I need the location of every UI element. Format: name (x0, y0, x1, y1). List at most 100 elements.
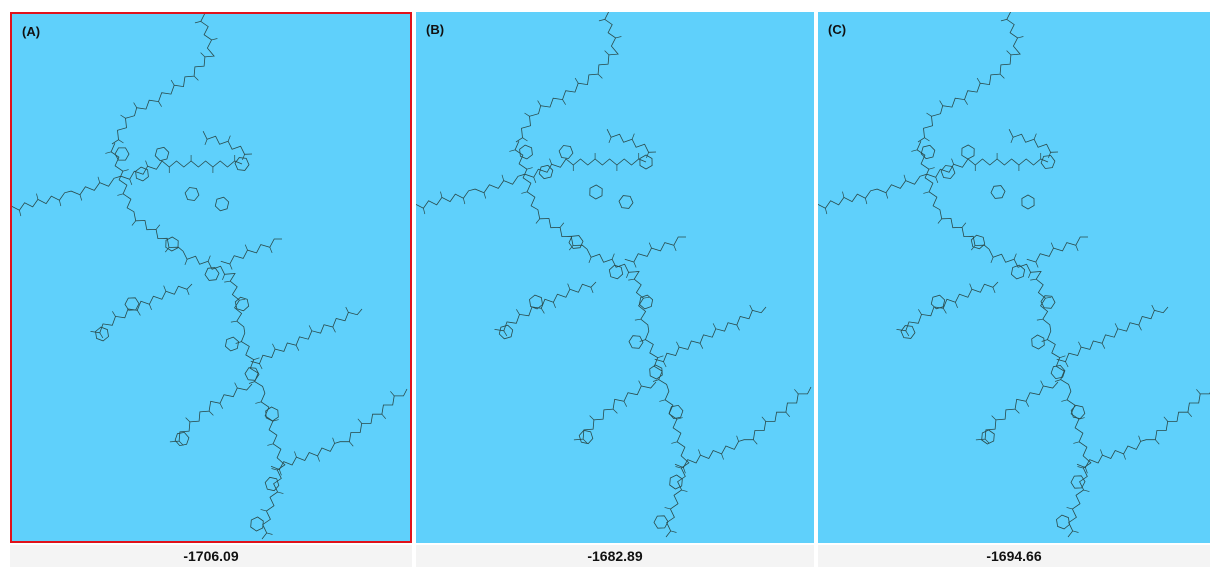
bond-chain (186, 418, 190, 422)
bond-chain (762, 417, 766, 422)
bond-chain (1076, 245, 1078, 251)
bond-chain (516, 309, 519, 314)
bond-chain (1028, 272, 1030, 278)
bond-chain (440, 192, 441, 198)
bond-chain (1042, 340, 1048, 342)
bond-chain (1115, 323, 1118, 328)
bond-chain (36, 194, 37, 200)
bond-chain (1007, 51, 1011, 55)
bond-chain (538, 101, 541, 106)
bond-chain (943, 308, 946, 313)
bond-chain (1041, 381, 1044, 386)
bond-chain (515, 141, 689, 537)
bond-chain (318, 456, 320, 462)
bond-chain (952, 159, 954, 165)
bond-chain (1139, 325, 1142, 330)
ring (155, 147, 169, 160)
bond-chain (522, 138, 527, 141)
bond-chain (865, 198, 866, 204)
bond-chain (794, 389, 798, 394)
bond-chain (970, 284, 972, 290)
bond-chain (665, 507, 671, 509)
bond-chain (906, 331, 909, 336)
ring (185, 188, 199, 201)
bond-chain (121, 115, 126, 118)
bond-chain (296, 345, 299, 350)
bond-chain (187, 289, 189, 295)
ring (166, 237, 178, 251)
bond-chain (382, 414, 386, 419)
bond-chain (1155, 440, 1159, 445)
ring (215, 197, 228, 211)
bond-chain (231, 321, 237, 322)
bond-chain (205, 139, 207, 145)
panel: (C) (818, 12, 1210, 543)
bond-chain (609, 137, 611, 143)
bond-chain (239, 299, 245, 300)
bond-chain (1036, 262, 1038, 268)
bond-chain (886, 193, 888, 199)
bond-chain (272, 344, 275, 349)
bond-chain (504, 331, 507, 336)
ring (225, 337, 238, 351)
bond-chain (940, 101, 943, 106)
bond-chain (550, 159, 552, 165)
bond-chain (955, 302, 957, 308)
bond-chain (897, 282, 999, 331)
bond-chain (423, 208, 424, 214)
bond-chain (682, 490, 688, 492)
ring (670, 475, 683, 489)
bond-chain (221, 239, 282, 264)
bond-chain (164, 286, 166, 292)
bond-chain (927, 113, 932, 116)
ring (991, 186, 1005, 199)
bond-chain (560, 223, 564, 228)
bond-chain (1078, 342, 1081, 347)
bond-chain (224, 281, 230, 282)
ring (499, 325, 512, 339)
energy-value: -1682.89 (416, 545, 814, 567)
bond-chain (590, 416, 594, 420)
bond-chain (137, 310, 140, 315)
bond-chain (1001, 19, 1007, 20)
bond-chain (676, 342, 679, 347)
bond-chain (659, 400, 665, 402)
bond-chain (1034, 134, 1036, 140)
energy-value: -1694.66 (818, 545, 1210, 567)
bond-chain (1045, 297, 1051, 298)
bond-chain (591, 287, 593, 293)
ring (251, 517, 264, 531)
bond-chain (1051, 243, 1053, 249)
bond-chain (607, 129, 656, 152)
bond-chain (390, 391, 394, 396)
panel: (A) (10, 12, 412, 543)
bond-chain (923, 192, 929, 194)
bond-chain (553, 302, 555, 308)
bond-chain (918, 309, 921, 314)
bond-chain (613, 409, 617, 413)
bond-chain (117, 194, 123, 196)
bond-chain (463, 198, 464, 204)
ring (559, 146, 573, 159)
ring (265, 477, 279, 490)
bond-chain (267, 444, 273, 446)
bond-chain (251, 309, 362, 364)
ring (1022, 195, 1034, 209)
bond-chain (1077, 387, 1210, 468)
bond-chain (534, 177, 536, 183)
ring (931, 295, 944, 309)
bond-chain (1152, 305, 1155, 310)
bond-chain (643, 297, 649, 298)
bond-chain (278, 492, 284, 494)
ring (115, 148, 129, 160)
bond-chain (59, 200, 60, 206)
bond-chain (917, 141, 1091, 537)
bond-chain (1084, 490, 1090, 492)
bond-chain (624, 401, 627, 406)
ring (590, 185, 602, 199)
bond-chain (185, 259, 187, 265)
energy-value: -1706.09 (10, 545, 412, 567)
bond-chain (671, 531, 677, 533)
bond-chain (625, 237, 686, 262)
molecule (818, 12, 1210, 542)
